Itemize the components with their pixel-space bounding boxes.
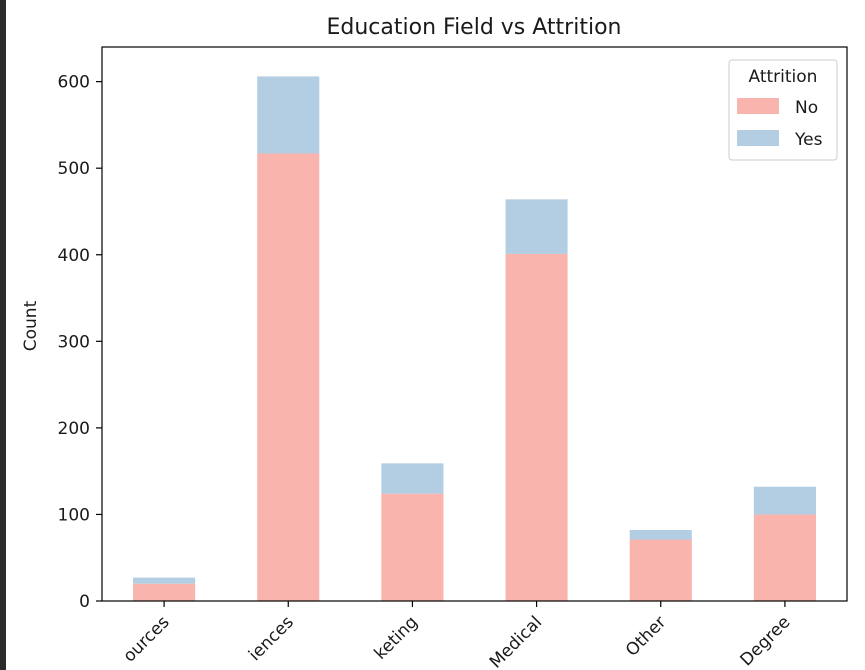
x-tick-label: iences (245, 612, 298, 665)
y-tick-label: 200 (58, 419, 90, 439)
plot-frame (101, 46, 848, 602)
y-ticks-group: 0 100 200 300 400 500 600 (58, 73, 102, 612)
legend-label-yes: Yes (794, 130, 823, 150)
y-tick-label: 100 (58, 505, 90, 525)
y-tick-label: 0 (79, 592, 90, 612)
y-axis-label: Count (21, 300, 41, 351)
x-tick-label: Other (622, 612, 670, 660)
bar-no-4 (629, 539, 692, 601)
bar-no-0 (133, 583, 196, 601)
legend-label-no: No (795, 98, 818, 118)
bar-yes-5 (753, 486, 816, 515)
x-tick-label: ources (120, 612, 174, 666)
y-tick-label: 600 (58, 73, 90, 93)
y-tick-label: 300 (58, 332, 90, 352)
x-tick-label: Medical (486, 612, 546, 670)
bar-no-3 (505, 253, 568, 601)
bar-no-1 (257, 153, 320, 602)
x-tick-label: Degree (737, 612, 795, 670)
y-tick-label: 400 (58, 246, 90, 266)
window-edge (0, 0, 6, 670)
bar-yes-0 (133, 577, 196, 584)
chart-title: Education Field vs Attrition (327, 15, 622, 40)
bar-yes-4 (629, 530, 692, 540)
legend-title: Attrition (749, 67, 818, 87)
bar-yes-3 (505, 199, 568, 254)
legend-swatch-yes (737, 130, 779, 146)
legend: Attrition No Yes (728, 59, 838, 161)
bar-no-5 (753, 514, 816, 601)
y-tick-label: 500 (58, 159, 90, 179)
bar-no-2 (381, 493, 444, 601)
legend-swatch-no (737, 98, 779, 114)
bars-group (133, 76, 816, 602)
bar-yes-1 (257, 76, 320, 154)
x-tick-label: keting (371, 612, 422, 663)
x-ticks-group: ources iences keting Medical Other Degree (120, 601, 795, 670)
bar-yes-2 (381, 463, 444, 494)
